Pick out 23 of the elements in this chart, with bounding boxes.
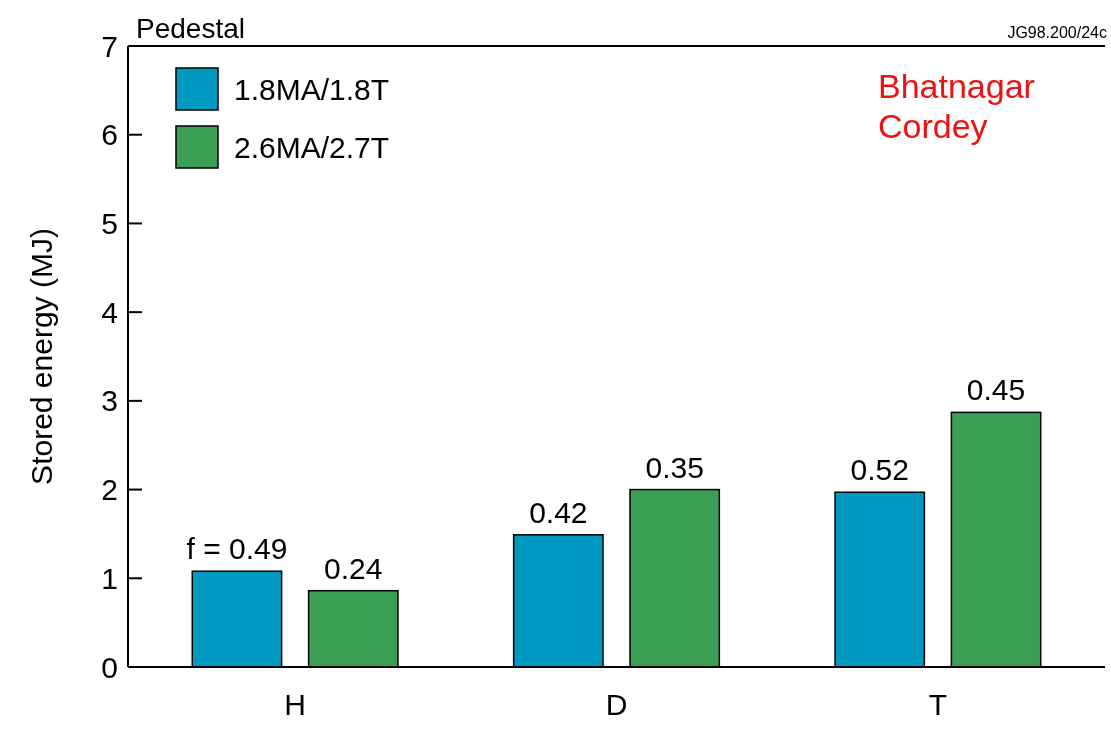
y-tick-label: 4 xyxy=(101,295,118,329)
annotation: f = 0.49 xyxy=(186,532,288,566)
y-tick-label: 7 xyxy=(101,29,118,63)
text: JG98.200/24c xyxy=(1007,24,1107,41)
legend-label: 2.6MA/2.7T xyxy=(234,130,390,164)
legend-label: 1.8MA/1.8T xyxy=(234,72,390,106)
x-tick-label: H xyxy=(284,688,306,721)
x-tick-label: D xyxy=(605,688,628,721)
y-tick-label: 5 xyxy=(101,206,118,240)
y-tick-label: 2 xyxy=(101,473,118,507)
y-tick-label: 1 xyxy=(101,561,118,595)
annotation: 0.52 xyxy=(850,453,909,487)
annotation: 0.42 xyxy=(529,495,588,529)
y-tick-label: 3 xyxy=(101,384,118,418)
y-tick-label: 6 xyxy=(101,118,118,152)
chart-title: Pedestal xyxy=(136,13,245,44)
annotation: 0.35 xyxy=(645,450,704,484)
annotation: Bhatnagar Cordey xyxy=(878,67,1035,145)
x-tick-label: T xyxy=(928,688,948,721)
y-tick-label: 0 xyxy=(101,650,118,684)
y-axis-title: Stored energy (MJ) xyxy=(25,228,58,485)
annotation: 0.24 xyxy=(324,551,383,585)
annotation: 0.45 xyxy=(966,373,1026,407)
